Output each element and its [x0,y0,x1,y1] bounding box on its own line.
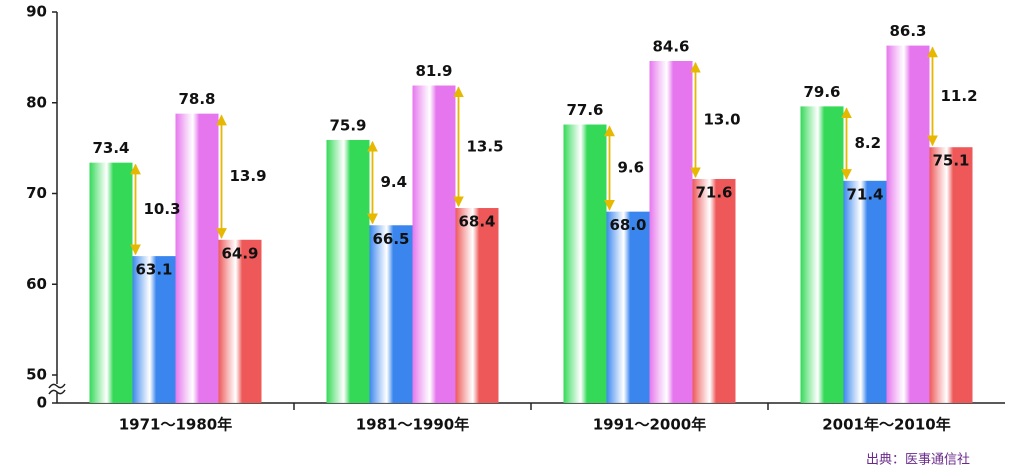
x-tick-label: 1981〜1990年 [356,416,470,434]
value-label: 71.4 [846,185,883,203]
y-tick-label: 60 [26,275,47,293]
bar [455,208,499,403]
x-tick-label: 2001年〜2010年 [822,416,951,434]
difference-label: 9.6 [618,159,645,177]
value-label: 77.6 [566,101,603,119]
difference-label: 9.4 [381,173,408,191]
axis-break [48,383,66,395]
bar [132,256,176,403]
axis-break-gap [49,384,65,392]
value-label: 64.9 [221,244,258,262]
y-tick-label: 80 [26,93,47,111]
x-tick-label: 1991〜2000年 [593,416,707,434]
value-label: 78.8 [178,90,215,108]
bar [929,147,973,403]
bar [89,162,133,403]
difference-label: 13.9 [230,167,267,185]
source: 出典：医事通信社 [866,452,970,468]
y-tick-label: 0 [37,394,47,412]
difference-label: 10.3 [144,200,181,218]
bar [606,211,650,403]
bar [326,139,370,403]
difference-label: 13.0 [704,110,741,128]
bar [800,106,844,403]
y-tick-label: 90 [26,3,47,21]
bar [843,180,887,403]
value-label: 68.0 [609,216,646,234]
difference-label: 8.2 [855,134,882,152]
value-label: 75.1 [932,152,969,170]
y-tick-label: 70 [26,184,47,202]
bar [218,239,262,403]
value-label: 68.4 [458,213,495,231]
value-label: 63.1 [135,261,172,279]
bar [412,85,456,403]
difference-label: 11.2 [941,87,978,105]
bar [886,45,930,403]
value-label: 86.3 [889,22,926,40]
value-label: 81.9 [415,62,452,80]
bar [175,113,219,403]
difference-label: 13.5 [467,137,504,155]
value-label: 75.9 [329,116,366,134]
value-label: 73.4 [92,139,129,157]
bar [692,178,736,403]
y-tick-label: 50 [26,366,47,384]
bar [649,61,693,403]
bar [563,124,607,403]
x-tick-label: 1971〜1980年 [119,416,233,434]
value-label: 71.6 [695,183,732,201]
bar [369,225,413,403]
value-label: 66.5 [372,230,409,248]
value-label: 79.6 [803,83,840,101]
value-label: 84.6 [652,38,689,56]
